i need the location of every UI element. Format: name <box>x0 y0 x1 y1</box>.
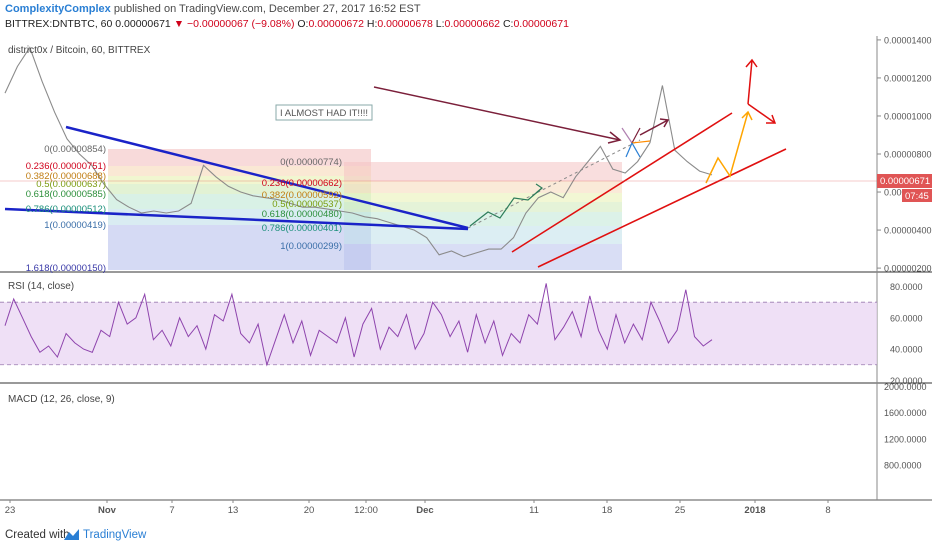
channel-lower-line[interactable] <box>537 148 787 268</box>
macd-tick-label: 800.0000 <box>884 461 922 471</box>
time-tick-label: 13 <box>228 505 239 516</box>
fib1-level-label: 0.382(0.00000688) <box>26 171 106 182</box>
time-tick-label: 20 <box>304 505 315 516</box>
price-tick-label: 0.00001200 <box>884 73 932 83</box>
fib-retracement-2[interactable] <box>344 162 622 270</box>
rsi-tick-label: 40.0000 <box>890 345 923 355</box>
footer: Created with TradingView <box>0 521 932 550</box>
price-change: −0.00000067 (−9.08%) <box>187 18 295 30</box>
star-burst <box>621 127 651 158</box>
macd-pane-title: MACD (12, 26, close, 9) <box>8 394 115 405</box>
time-tick-label: 8 <box>825 505 830 516</box>
time-tick-label: Dec <box>416 505 433 516</box>
publication-info: published on TradingView.com, December 2… <box>113 3 421 15</box>
fib1-level-label: 1(0.00000419) <box>44 220 106 231</box>
fib2-level-label: 1(0.00000299) <box>280 241 342 252</box>
downtrend-line[interactable] <box>65 125 469 230</box>
rsi-band-lines <box>0 301 877 366</box>
fib2-level-label: 0.5(0.00000537) <box>272 199 342 210</box>
time-tick-label: 2018 <box>744 505 765 516</box>
price-axis-labels: 0.00001400 0.00001200 0.00001000 0.00000800… <box>884 36 932 274</box>
projection-dashed-line <box>467 139 641 229</box>
fib2-level-label: 0(0.00000774) <box>280 157 342 168</box>
rsi-line <box>4 283 713 367</box>
fib1-level-label: 0.236(0.00000751) <box>26 161 106 172</box>
time-tick-label: 23 <box>5 505 16 516</box>
open-value: 0.00000672 <box>308 18 364 30</box>
price-tick-label: 0.00000200 <box>884 264 932 274</box>
low-value: 0.00000662 <box>444 18 501 30</box>
fib1-level-label: 1.618(0.00000150) <box>26 263 106 274</box>
time-tick-label: Nov <box>98 505 117 516</box>
rsi-tick-label: 80.0000 <box>890 282 923 292</box>
tradingview-brand[interactable]: TradingView <box>83 529 147 541</box>
price-grid <box>877 39 881 269</box>
green-path-arrows[interactable] <box>469 183 544 227</box>
red-target-arrows[interactable] <box>745 58 777 124</box>
last-price: 0.00000671 <box>115 18 171 30</box>
time-tick-label: 25 <box>675 505 686 516</box>
author-link[interactable]: ComplexityComplex <box>5 3 111 15</box>
fib2-level-label: 0.236(0.00000662) <box>262 178 342 189</box>
fib1-level-label: 0.786(0.00000512) <box>26 204 106 215</box>
low-label: L: <box>435 18 445 30</box>
fib2-level-label: 0.618(0.00000480) <box>262 209 342 220</box>
rsi-series <box>4 283 713 367</box>
fib-level-labels: 0(0.00000854)0.236(0.00000751)0.382(0.00… <box>26 144 342 274</box>
price-tick-label: 0.00000400 <box>884 226 932 236</box>
down-triangle-icon: ▼ <box>173 18 185 30</box>
publication-line: ComplexityComplex published on TradingVi… <box>5 3 421 15</box>
symbol-name: BITTREX:DNTBTC, 60 <box>5 18 113 30</box>
close-value: 0.00000671 <box>513 18 569 30</box>
chart-canvas[interactable]: I ALMOST HAD IT!!!! district0x / Bitcoin… <box>0 36 932 521</box>
chart-header: ComplexityComplex published on TradingVi… <box>0 0 932 34</box>
created-with-label: Created with <box>5 529 70 541</box>
support-trend-line[interactable] <box>4 207 469 231</box>
macd-tick-label: 1200.0000 <box>884 434 927 444</box>
maroon-arrow[interactable] <box>373 86 670 144</box>
annotation-callout[interactable]: I ALMOST HAD IT!!!! <box>275 104 373 121</box>
price-tick-label: 0.00001000 <box>884 111 932 121</box>
countdown-tag: 07:45 <box>905 191 929 202</box>
fib2-level-label: 0.382(0.00000592) <box>262 190 342 201</box>
rsi-pane-title: RSI (14, close) <box>8 281 74 292</box>
price-tick-label: 0.00000800 <box>884 150 932 160</box>
orange-projection-arrows[interactable] <box>705 110 753 184</box>
open-label: O: <box>297 18 309 30</box>
symbol-line: BITTREX:DNTBTC, 60 0.00000671 ▼ −0.00000… <box>5 18 569 30</box>
macd-tick-label: 1600.0000 <box>884 408 927 418</box>
fib1-level-label: 0(0.00000854) <box>44 144 106 155</box>
fib-retracement-1[interactable] <box>108 149 371 270</box>
rsi-tick-label: 60.0000 <box>890 313 923 323</box>
price-tick-label: 0.00001400 <box>884 36 932 45</box>
macd-tick-label: 2000.0000 <box>884 382 927 392</box>
fib2-level-label: 0.786(0.00000401) <box>262 223 342 234</box>
rsi-band <box>0 302 877 365</box>
time-tick-label: 11 <box>529 505 539 516</box>
high-label: H: <box>366 18 378 30</box>
close-label: C: <box>502 18 514 30</box>
time-tick-label: 12:00 <box>354 505 378 516</box>
tradingview-logo-icon <box>64 529 79 540</box>
price-series <box>4 46 713 258</box>
price-pane-title: district0x / Bitcoin, 60, BITTREX <box>8 45 151 56</box>
channel-upper-line[interactable] <box>511 112 733 253</box>
last-price-tag-value: 0.00000671 <box>880 176 930 187</box>
rsi-axis-labels: 80.0000 60.0000 40.0000 20.0000 <box>890 282 923 386</box>
last-price-tag: 0.00000671 07:45 <box>0 174 932 202</box>
fib1-level-label: 0.5(0.00000637) <box>36 179 106 190</box>
annotation-text: I ALMOST HAD IT!!!! <box>280 108 368 119</box>
time-tick-label: 7 <box>169 505 174 516</box>
rsi-tick-label: 20.0000 <box>890 376 923 386</box>
time-axis-labels: 23 Nov 7 13 20 12:00 Dec 11 18 25 2018 8 <box>5 500 831 516</box>
macd-axis-labels: 2000.0000 1600.0000 1200.0000 800.0000 <box>884 382 927 471</box>
fib1-level-label: 0.618(0.00000585) <box>26 189 106 200</box>
high-value: 0.00000678 <box>377 18 433 30</box>
time-tick-label: 18 <box>602 505 613 516</box>
price-line <box>4 46 713 258</box>
